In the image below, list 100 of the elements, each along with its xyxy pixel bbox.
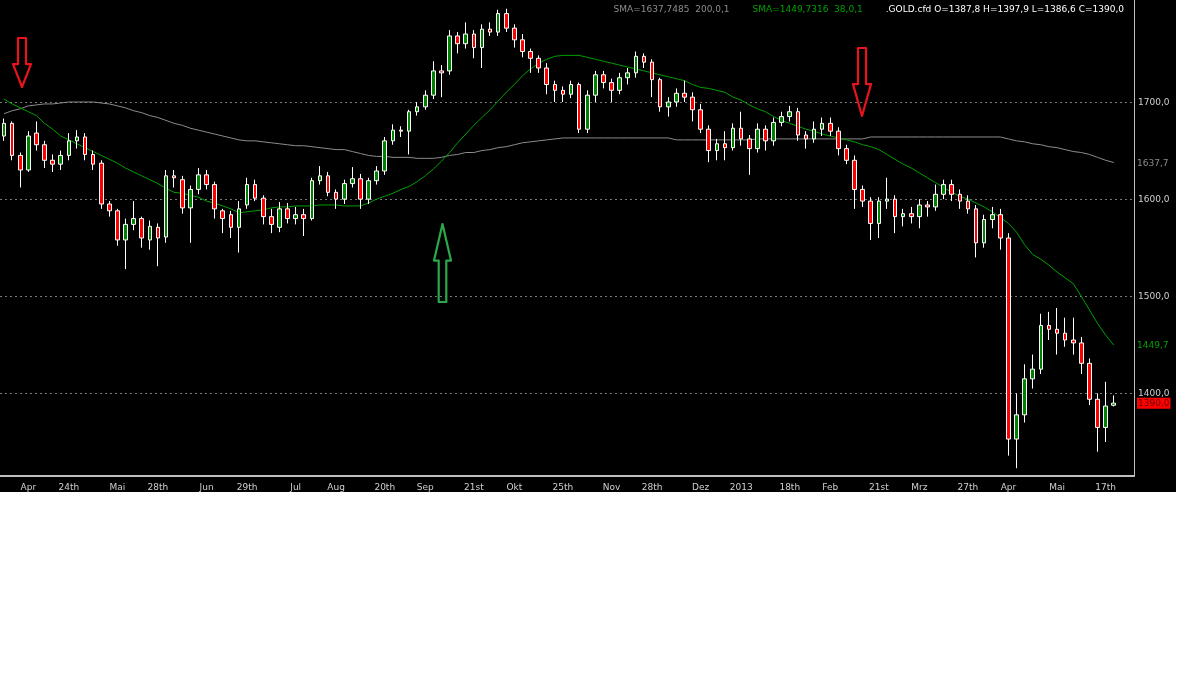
candlestick bbox=[901, 208, 905, 227]
candlestick bbox=[115, 208, 120, 247]
candlestick bbox=[220, 208, 225, 234]
candlestick bbox=[949, 179, 954, 202]
candlestick bbox=[67, 132, 71, 161]
candlestick bbox=[658, 77, 662, 113]
candlestick bbox=[58, 150, 63, 171]
candlestick bbox=[212, 181, 217, 220]
candlestick bbox=[836, 126, 841, 156]
x-tick-label: Apr bbox=[1000, 481, 1017, 492]
candlestick bbox=[1103, 381, 1108, 443]
candlestick bbox=[310, 177, 314, 222]
x-tick-label: 24th bbox=[58, 481, 80, 492]
candlestick bbox=[690, 91, 695, 122]
candlestick bbox=[1047, 311, 1051, 341]
x-tick-label: Okt bbox=[506, 481, 523, 492]
line-series bbox=[3, 101, 1115, 164]
y-tick-label: 1400,0 bbox=[1138, 388, 1170, 399]
y-tick-label: 1500,0 bbox=[1138, 291, 1170, 302]
candlestick bbox=[504, 8, 509, 33]
candlestick bbox=[917, 198, 922, 229]
candlestick bbox=[447, 29, 452, 76]
candlestick bbox=[868, 196, 873, 241]
candlestick bbox=[828, 117, 833, 137]
candlestick bbox=[472, 29, 476, 59]
candlestick bbox=[739, 111, 743, 147]
candlestick bbox=[131, 200, 136, 231]
candlestick bbox=[625, 67, 630, 86]
x-tick-label: 18th bbox=[779, 481, 801, 492]
text: .GOLD.cfd O=1387,8 H=1397,9 L=1386,6 C=1390,0 bbox=[885, 4, 1125, 14]
candlestick bbox=[893, 194, 897, 234]
x-tick-label: Feb bbox=[822, 481, 839, 492]
candlestick bbox=[326, 171, 330, 197]
x-tick-label: Jun bbox=[198, 481, 214, 492]
candlestick bbox=[1071, 317, 1076, 356]
candlestick bbox=[715, 138, 719, 161]
candlestick bbox=[860, 185, 865, 208]
candlestick bbox=[1014, 392, 1019, 469]
candlestick bbox=[585, 89, 590, 134]
candlestick bbox=[974, 204, 978, 258]
candlestick bbox=[852, 154, 857, 210]
candlestick bbox=[148, 220, 152, 251]
candlestick bbox=[423, 89, 428, 111]
candlestick bbox=[1079, 336, 1084, 375]
candlestick bbox=[1095, 392, 1100, 453]
candlestick bbox=[18, 152, 23, 188]
candlestick bbox=[706, 124, 711, 163]
x-tick-label: Sep bbox=[416, 481, 435, 492]
candlestick bbox=[674, 87, 679, 108]
x-tick-label: 17th bbox=[1095, 481, 1116, 492]
x-tick-label: Mrz bbox=[911, 481, 928, 492]
candlestick bbox=[698, 103, 703, 134]
candlestick bbox=[1063, 317, 1067, 348]
candlestick bbox=[885, 177, 889, 210]
x-tick-label: Mai bbox=[1049, 481, 1065, 492]
x-tick-label: 27th bbox=[957, 481, 979, 492]
candlestick bbox=[990, 206, 995, 229]
candlestick bbox=[172, 169, 176, 188]
candlestick bbox=[755, 122, 760, 154]
candlestick bbox=[237, 200, 241, 254]
candlestick bbox=[488, 21, 492, 37]
candlestick bbox=[544, 62, 549, 95]
candlestick bbox=[399, 125, 403, 138]
candlestick bbox=[293, 206, 298, 225]
line-series bbox=[3, 54, 1115, 346]
candlestick bbox=[431, 60, 436, 100]
candlestick bbox=[634, 50, 638, 79]
candlestick bbox=[83, 132, 87, 161]
candlestick bbox=[42, 140, 47, 169]
candlestick bbox=[561, 85, 565, 103]
text: 1449,7 bbox=[1137, 340, 1169, 351]
candlestick bbox=[34, 120, 39, 152]
candlestick bbox=[844, 144, 849, 165]
candlestick bbox=[350, 166, 355, 188]
candlestick bbox=[318, 165, 322, 186]
candlestick bbox=[26, 130, 31, 173]
candlestick bbox=[512, 23, 517, 49]
text: SMA=1449,7316 38,0,1 bbox=[752, 4, 863, 14]
candlestick bbox=[123, 218, 128, 270]
candlestick bbox=[334, 188, 338, 210]
candlestick bbox=[731, 122, 735, 152]
candlestick bbox=[941, 179, 946, 200]
candlestick bbox=[609, 78, 614, 103]
candlestick bbox=[1055, 307, 1059, 356]
candlestick bbox=[982, 214, 986, 249]
text: SMA=1637,7485 200,0,1 bbox=[613, 4, 730, 14]
candlestick bbox=[933, 184, 938, 212]
text: 1637,7 bbox=[1137, 157, 1169, 168]
candlestick bbox=[455, 31, 460, 54]
candlestick bbox=[1030, 354, 1035, 390]
candlestick bbox=[771, 117, 776, 147]
candlestick bbox=[50, 153, 55, 173]
candlestick bbox=[285, 202, 290, 224]
y-tick-label: 1700,0 bbox=[1138, 97, 1170, 107]
candlestick bbox=[439, 64, 444, 98]
candlestick bbox=[577, 82, 581, 134]
candlestick bbox=[2, 118, 6, 142]
candlestick bbox=[139, 216, 144, 249]
candlestick bbox=[812, 120, 816, 144]
x-tick-label: Apr bbox=[20, 481, 37, 492]
